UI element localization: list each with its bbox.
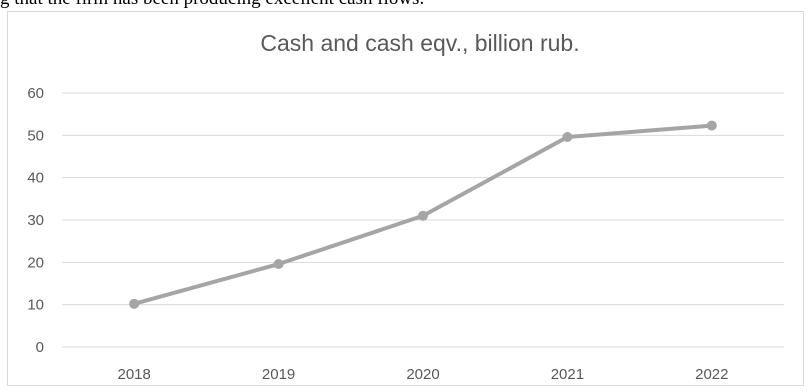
y-tick-label: 30 [27,212,44,229]
series-group [129,120,717,309]
x-tick-label: 2022 [695,366,728,383]
x-tick-label: 2018 [118,366,151,383]
chart-title: Cash and cash eqv., billion rub. [260,30,579,56]
y-tick-label: 60 [27,85,44,102]
data-point-2021 [562,132,573,143]
x-tick-label: 2019 [262,366,295,383]
data-point-2022 [706,120,717,131]
x-axis-labels: 2018 2019 2020 2021 2022 [118,366,729,383]
x-tick-label: 2020 [406,366,439,383]
data-point-2020 [418,210,428,221]
x-tick-label: 2021 [551,366,584,383]
data-point-2018 [129,298,140,309]
y-tick-label: 40 [27,170,44,187]
y-tick-label: 50 [27,127,44,144]
chart-container [7,11,804,386]
y-tick-label: 10 [27,297,44,314]
y-tick-label: 20 [27,254,44,271]
y-tick-label: 0 [36,339,44,356]
data-point-2019 [273,259,284,270]
document-text-fragment: g that the firm has been producing excel… [0,0,812,12]
y-axis-labels: 0 10 20 30 40 50 60 [27,85,44,356]
gridlines [62,92,784,348]
